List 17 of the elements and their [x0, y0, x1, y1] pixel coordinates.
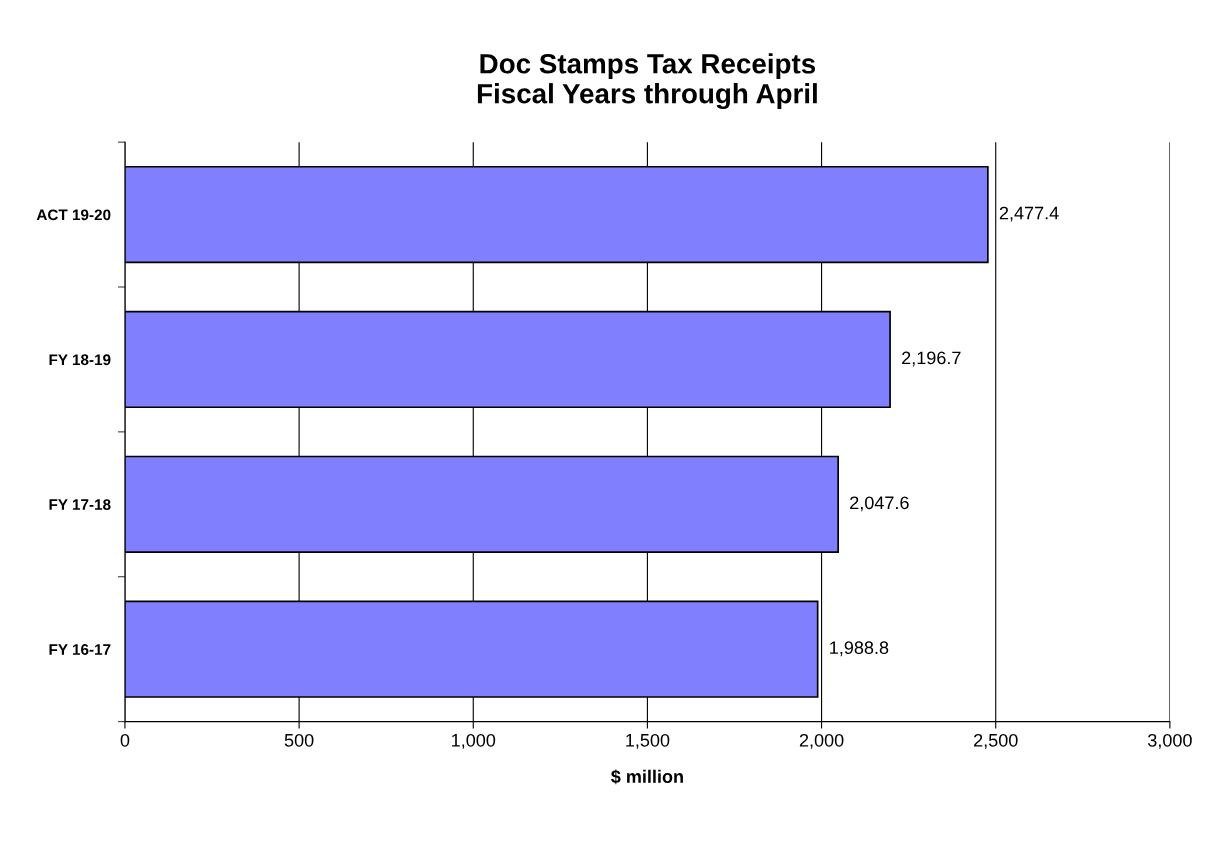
- chart-title: Doc Stamps Tax Receipts Fiscal Years through April: [477, 53, 817, 110]
- x-tick-label: 500: [284, 733, 314, 747]
- y-tick-label: ACT 19-20: [36, 209, 111, 221]
- y-tick-label: FY 17-18: [49, 499, 111, 511]
- data-label: 1,988.8: [830, 641, 889, 657]
- x-tick-label: 0: [120, 733, 130, 747]
- y-tick-label: FY 18-19: [49, 354, 111, 366]
- data-label: 2,196.7: [902, 351, 961, 367]
- x-tick-label: 1,500: [626, 733, 670, 749]
- x-tick-label: 2,000: [799, 733, 844, 749]
- y-tick-label: FY 16-17: [49, 644, 111, 655]
- x-axis-title: $ million: [611, 769, 683, 785]
- x-tick-label: 2,500: [974, 733, 1018, 749]
- data-label: 2,477.4: [999, 206, 1059, 222]
- x-tick-label: 1,000: [452, 733, 496, 749]
- data-label: 2,047.6: [850, 496, 909, 512]
- x-tick-label: 3,000: [1147, 733, 1192, 749]
